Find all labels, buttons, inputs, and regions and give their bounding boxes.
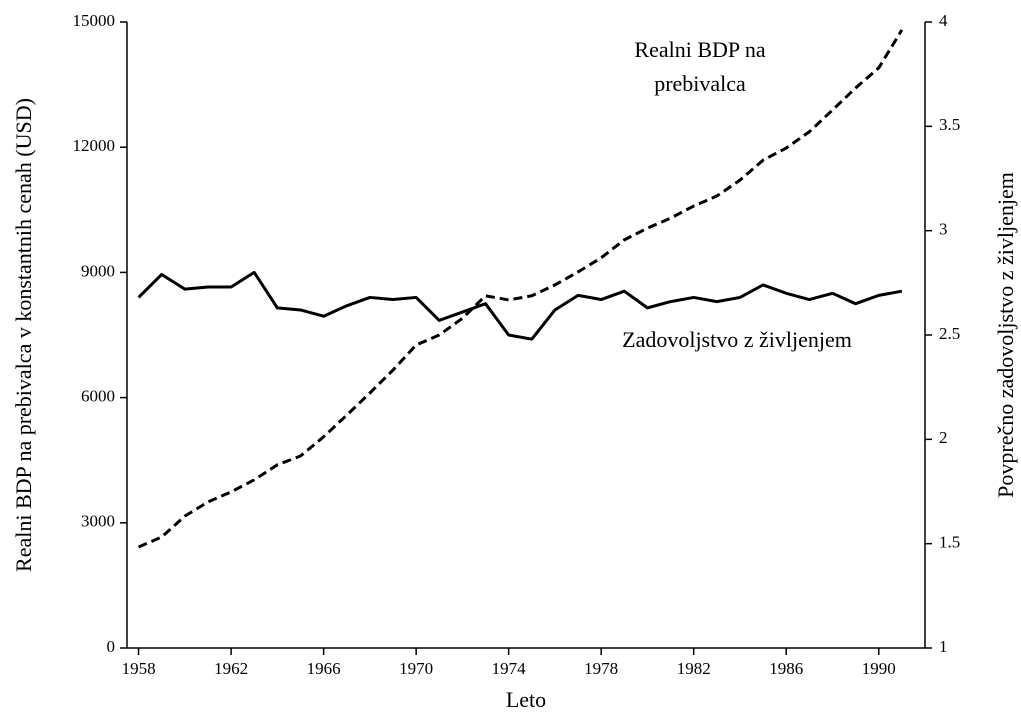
y2-tick-label: 3 bbox=[939, 220, 948, 239]
satisfaction-line bbox=[137, 270, 903, 341]
y-tick-label: 15000 bbox=[73, 11, 116, 30]
x-tick-label: 1978 bbox=[584, 659, 618, 678]
y2-tick-label: 1.5 bbox=[939, 533, 960, 552]
x-axis-label: Leto bbox=[506, 687, 546, 712]
y-tick-label: 6000 bbox=[81, 387, 115, 406]
y2-tick-label: 2 bbox=[939, 428, 948, 447]
y2-axis-label: Povprečno zadovoljstvo z življenjem bbox=[993, 172, 1018, 498]
y-tick-label: 9000 bbox=[81, 261, 115, 280]
x-tick-label: 1990 bbox=[862, 659, 896, 678]
y-tick-label: 0 bbox=[107, 637, 116, 656]
y-tick-label: 12000 bbox=[73, 136, 116, 155]
x-tick-label: 1962 bbox=[214, 659, 248, 678]
y2-tick-label: 4 bbox=[939, 11, 948, 30]
annotation: Zadovoljstvo z življenjem bbox=[622, 327, 852, 352]
x-tick-label: 1982 bbox=[677, 659, 711, 678]
y-tick-label: 3000 bbox=[81, 512, 115, 531]
annotation: prebivalca bbox=[654, 71, 746, 96]
x-tick-label: 1958 bbox=[122, 659, 156, 678]
x-tick-label: 1986 bbox=[769, 659, 803, 678]
y-axis-label: Realni BDP na prebivalca v konstantnih c… bbox=[11, 98, 36, 572]
gdp-line bbox=[137, 29, 904, 549]
x-tick-label: 1974 bbox=[492, 659, 527, 678]
y2-tick-label: 1 bbox=[939, 637, 948, 656]
x-tick-label: 1966 bbox=[307, 659, 341, 678]
y2-tick-label: 2.5 bbox=[939, 324, 960, 343]
x-tick-label: 1970 bbox=[399, 659, 433, 678]
y2-tick-label: 3.5 bbox=[939, 115, 960, 134]
annotation: Realni BDP na bbox=[634, 37, 765, 62]
